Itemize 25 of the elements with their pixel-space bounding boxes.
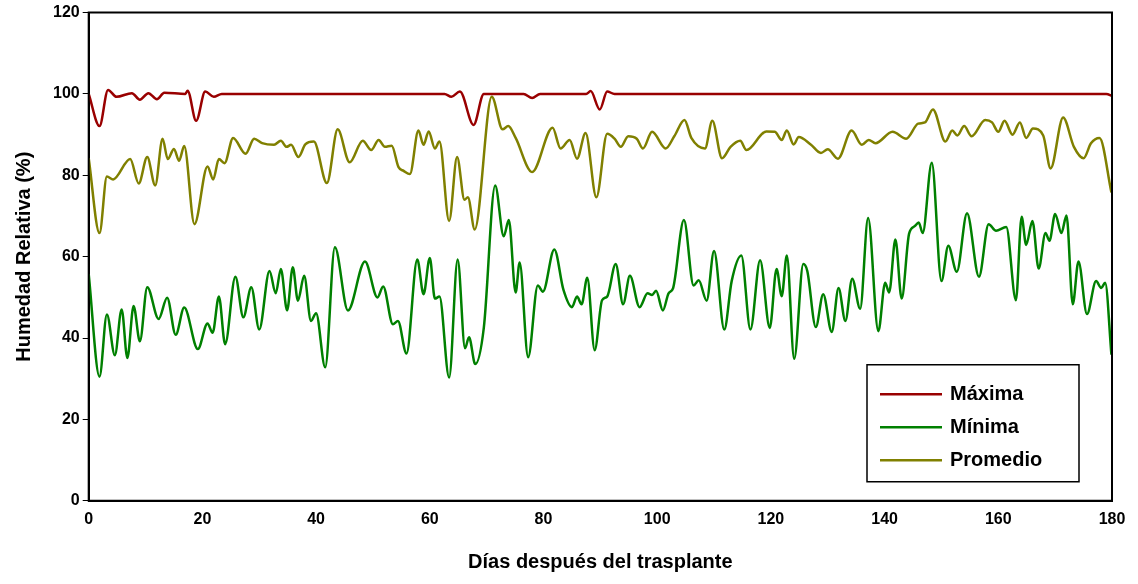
- y-tick-label: 100: [52, 84, 80, 102]
- x-axis-title: Días después del trasplante: [468, 549, 733, 572]
- x-tick-label: 100: [643, 509, 671, 527]
- x-tick-label: 0: [84, 509, 94, 527]
- x-tick-label: 60: [420, 509, 439, 527]
- y-tick-label: 0: [70, 491, 80, 509]
- x-tick-label: 160: [984, 509, 1012, 527]
- line-series: [88, 95, 1112, 235]
- y-tick-label: 80: [61, 165, 80, 183]
- y-tick-label: 60: [61, 247, 80, 265]
- legend-label: Promedio: [950, 447, 1043, 470]
- line-series: [88, 161, 1112, 379]
- x-tick-label: 40: [307, 509, 326, 527]
- x-tick-label: 120: [757, 509, 785, 527]
- legend-label: Máxima: [950, 381, 1025, 404]
- y-axis-title: Humedad Relativa (%): [11, 151, 34, 362]
- y-tick-label: 20: [61, 409, 80, 427]
- x-tick-label: 20: [193, 509, 212, 527]
- legend-label: Mínima: [950, 414, 1020, 437]
- x-tick-label: 180: [1098, 509, 1126, 527]
- y-tick-label: 40: [61, 328, 80, 346]
- line-series: [88, 88, 1112, 128]
- x-tick-label: 80: [534, 509, 553, 527]
- x-tick-label: 140: [871, 509, 899, 527]
- y-tick-label: 120: [52, 3, 80, 21]
